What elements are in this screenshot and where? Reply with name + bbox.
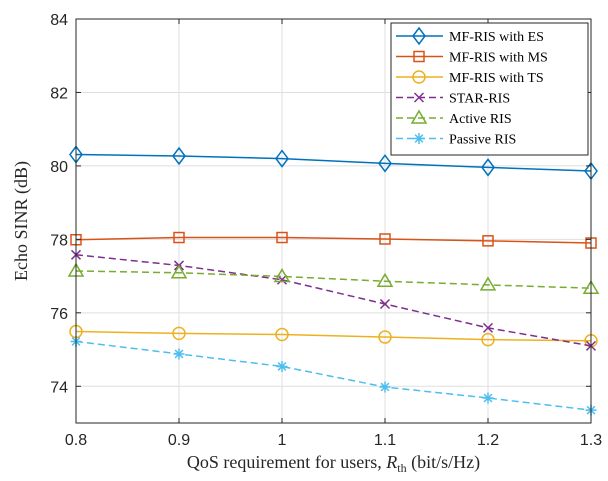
series-passive-ris: [70, 335, 597, 416]
series-active-ris: [67, 262, 600, 294]
legend-marker-star-ris: [413, 92, 425, 103]
x-axis-title-text: QoS requirement for users,: [187, 452, 386, 472]
data-point-mf-ris-with-ts: [275, 327, 289, 342]
legend-label-mf-ris-with-ts: MF-RIS with TS: [449, 71, 544, 86]
y-tick-label: 80: [50, 159, 68, 176]
data-point-mf-ris-with-es: [378, 154, 392, 173]
legend-label-mf-ris-with-ms: MF-RIS with MS: [449, 51, 548, 66]
series-line-mf-ris-with-ts: [75, 330, 592, 342]
legend-label-star-ris: STAR-RIS: [449, 92, 510, 107]
legend-marker-mf-ris-with-es: [412, 26, 426, 46]
series-lines: [67, 145, 600, 416]
data-point-mf-ris-with-ms: [173, 231, 185, 244]
x-tick-label: 0.9: [168, 432, 190, 449]
legend-marker-mf-ris-with-ts: [412, 70, 426, 84]
y-tick-label: 82: [50, 85, 68, 102]
x-tick-label: 0.8: [65, 432, 87, 449]
series-line-mf-ris-with-es: [75, 153, 592, 172]
legend-marker-mf-ris-with-ms: [413, 50, 425, 63]
y-tick-label: 78: [50, 232, 68, 249]
legend-marker-passive-ris: [413, 133, 425, 144]
data-point-active-ris: [170, 264, 188, 279]
data-point-mf-ris-with-ts: [481, 332, 495, 347]
data-point-passive-ris: [379, 381, 391, 393]
data-point-mf-ris-with-es: [275, 149, 289, 168]
data-point-passive-ris: [173, 348, 185, 360]
legend: MF-RIS with ES MF-RIS with MS MF-RIS with …: [390, 22, 589, 156]
legend-label-passive-ris: Passive RIS: [449, 133, 516, 148]
y-tick-label: 84: [50, 12, 68, 29]
legend-label-active-ris: Active RIS: [449, 112, 512, 127]
x-tick-label: 1.2: [477, 432, 499, 449]
series-line-mf-ris-with-ms: [75, 236, 592, 244]
data-point-passive-ris: [276, 360, 288, 372]
legend-box: [390, 22, 589, 156]
y-tick-label: 74: [50, 379, 68, 396]
data-point-mf-ris-with-es: [172, 146, 186, 166]
x-tick-label: 1.3: [580, 432, 602, 449]
x-axis-title: QoS requirement for users, Rth (bit/s/Hz…: [187, 452, 480, 475]
data-point-mf-ris-with-ms: [482, 235, 494, 247]
data-point-star-ris: [482, 322, 494, 333]
series-mf-ris-with-ts: [69, 324, 598, 348]
data-point-active-ris: [479, 276, 497, 291]
data-point-mf-ris-with-ts: [378, 330, 392, 344]
data-point-mf-ris-with-ts: [172, 326, 186, 341]
data-point-mf-ris-with-es: [481, 158, 495, 177]
x-axis-title-subscript: th: [397, 461, 406, 475]
data-point-star-ris: [379, 298, 391, 310]
y-tick-label: 76: [50, 306, 68, 323]
series-line-active-ris: [75, 270, 592, 289]
data-point-active-ris: [376, 272, 394, 287]
legend-label-mf-ris-with-es: MF-RIS with ES: [449, 30, 544, 45]
data-point-passive-ris: [482, 392, 494, 404]
axis-ticks: 0.8 0.9 1 1.1 1.2 1.3 74 76 78 80 82 84: [50, 12, 602, 449]
series-line-passive-ris: [75, 340, 592, 411]
series-mf-ris-with-ms: [70, 231, 597, 249]
data-point-mf-ris-with-ms: [276, 231, 288, 244]
legend-marker-active-ris: [410, 109, 428, 124]
x-axis-title-unit: (bit/s/Hz): [407, 452, 481, 473]
x-axis-title-symbol: R: [385, 452, 397, 472]
x-tick-label: 1: [278, 432, 287, 449]
y-axis-title: Echo SINR (dB): [11, 161, 32, 281]
data-point-mf-ris-with-ms: [379, 233, 391, 245]
data-point-active-ris: [273, 267, 291, 283]
x-tick-label: 1.1: [374, 432, 396, 449]
plot-frame: [75, 18, 592, 424]
